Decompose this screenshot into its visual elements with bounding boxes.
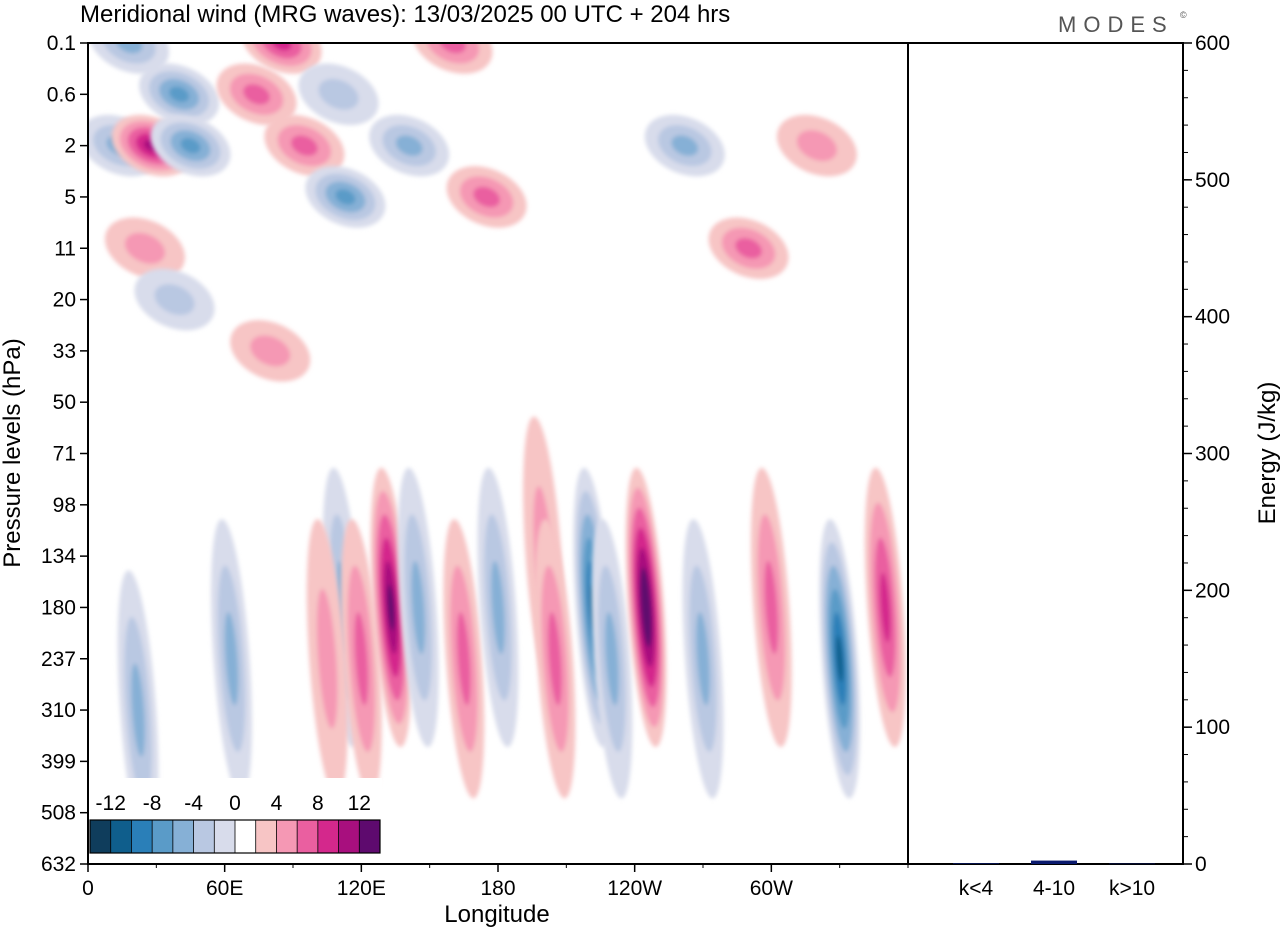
heatmap-feature xyxy=(150,114,231,177)
heatmap-feature xyxy=(776,114,857,177)
heatmap-feature xyxy=(864,467,906,748)
colorbar-swatch xyxy=(172,820,195,853)
colorbar-tick-label: 8 xyxy=(312,792,324,815)
heatmap-feature xyxy=(305,166,386,228)
colorbar-swatch xyxy=(317,820,340,853)
energy-axis-label: Energy (J/kg) xyxy=(1254,382,1280,525)
heatmap-field xyxy=(88,43,906,850)
energy-tick-label: 100 xyxy=(1195,716,1230,739)
heatmap-feature xyxy=(340,519,382,799)
x-tick-label: 120W xyxy=(607,877,662,900)
heatmap-feature xyxy=(446,166,527,228)
energy-bar xyxy=(953,863,999,864)
y-axis-label: Pressure levels (hPa) xyxy=(0,338,26,567)
energy-bar xyxy=(1109,863,1155,865)
heatmap-feature xyxy=(644,114,725,177)
chart-title: Meridional wind (MRG waves): 13/03/2025 … xyxy=(80,1,730,28)
energy-tick-label: 200 xyxy=(1195,579,1230,602)
heatmap-feature xyxy=(264,114,345,177)
energy-tick-label: 300 xyxy=(1195,443,1230,466)
x-axis-label: Longitude xyxy=(444,901,549,928)
heatmap-feature xyxy=(682,519,724,799)
logo-mark: © xyxy=(1180,10,1187,20)
heatmap-feature xyxy=(708,217,789,280)
colorbar-tick-label: 0 xyxy=(229,792,241,815)
y-tick-label: 134 xyxy=(41,545,76,568)
colorbar-swatch xyxy=(235,820,257,853)
y-tick-label: 20 xyxy=(53,289,76,312)
energy-tick-label: 600 xyxy=(1195,32,1230,55)
heatmap-feature xyxy=(443,519,485,799)
energy-bar xyxy=(1031,860,1077,864)
heatmap-feature xyxy=(750,467,792,748)
energy-tick-label: 0 xyxy=(1195,853,1207,876)
heatmap-feature xyxy=(134,268,215,331)
x-tick-label: 180 xyxy=(480,877,515,900)
bar-panel-frame xyxy=(907,42,1184,865)
y-tick-label: 508 xyxy=(41,802,76,825)
x-tick-label: 0 xyxy=(82,877,94,900)
y-tick-label: 0.1 xyxy=(47,32,76,55)
y-tick-label: 180 xyxy=(41,596,76,619)
heatmap-feature xyxy=(534,519,576,799)
heatmap-feature xyxy=(477,467,519,748)
heatmap-feature xyxy=(139,63,220,126)
heatmap-feature xyxy=(216,63,297,126)
colorbar-swatch xyxy=(276,820,298,853)
x-tick-label: 120E xyxy=(337,877,386,900)
heatmap-feature xyxy=(591,519,633,799)
colorbar-tick-label: -12 xyxy=(96,792,126,815)
energy-tick-label: 400 xyxy=(1195,306,1230,329)
colorbar-swatch xyxy=(110,820,132,853)
colorbar-swatch xyxy=(90,820,112,853)
energy-bars: k<4 4-10 k>10 xyxy=(953,860,1155,900)
bar-category-label: k>10 xyxy=(1109,877,1155,900)
colorbar-swatch xyxy=(255,820,277,853)
y-tick-label: 33 xyxy=(53,340,76,363)
colorbar-tick-label: -4 xyxy=(184,792,203,815)
energy-tick-label: 500 xyxy=(1195,169,1230,192)
heatmap-feature xyxy=(230,320,311,382)
y-tick-label: 50 xyxy=(53,391,76,414)
heatmap-feature xyxy=(369,114,450,177)
bar-category-label: k<4 xyxy=(959,877,994,900)
heatmap-feature xyxy=(104,217,185,280)
x-tick-label: 60E xyxy=(206,877,243,900)
colorbar-swatch xyxy=(338,820,360,853)
y-tick-label: 310 xyxy=(41,699,76,722)
y-tick-label: 11 xyxy=(54,237,76,260)
heatmap-feature xyxy=(397,467,439,748)
colorbar-swatch xyxy=(131,820,153,853)
y-tick-label: 632 xyxy=(41,853,76,876)
heatmap-feature xyxy=(370,467,412,748)
colorbar: -12 -8 -4 0 4 8 12 xyxy=(88,778,382,858)
colorbar-tick-label: -8 xyxy=(143,792,162,815)
heatmap-feature xyxy=(211,519,252,799)
y-tick-label: 5 xyxy=(64,186,76,209)
y-tick-label: 2 xyxy=(64,135,76,158)
bar-axes: 0 100 200 300 400 500 600 xyxy=(1183,32,1230,876)
modes-logo: MODES xyxy=(1058,12,1174,37)
y-tick-label: 237 xyxy=(41,648,76,671)
colorbar-swatch xyxy=(214,820,236,853)
heatmap-feature xyxy=(306,519,348,799)
x-tick-label: 60W xyxy=(750,877,793,900)
bar-category-label: 4-10 xyxy=(1033,877,1075,900)
y-tick-label: 399 xyxy=(41,750,76,773)
colorbar-tick-label: 4 xyxy=(271,792,283,815)
heatmap-feature xyxy=(241,43,322,74)
y-tick-label: 71 xyxy=(53,443,76,466)
colorbar-swatch xyxy=(152,820,174,853)
heatmap-feature xyxy=(625,467,667,748)
colorbar-swatch xyxy=(297,820,319,853)
y-tick-label: 0.6 xyxy=(47,83,76,106)
heatmap-feature xyxy=(298,63,379,126)
colorbar-tick-label: 12 xyxy=(348,792,371,815)
colorbar-swatch xyxy=(359,820,381,853)
y-tick-label: 98 xyxy=(53,494,76,517)
heatmap-feature xyxy=(819,519,861,799)
colorbar-swatch xyxy=(193,820,215,853)
heatmap-axes: 0.1 0.6 2 5 11 20 33 50 71 98 134 180 237 310 399 508 63… xyxy=(41,32,909,900)
